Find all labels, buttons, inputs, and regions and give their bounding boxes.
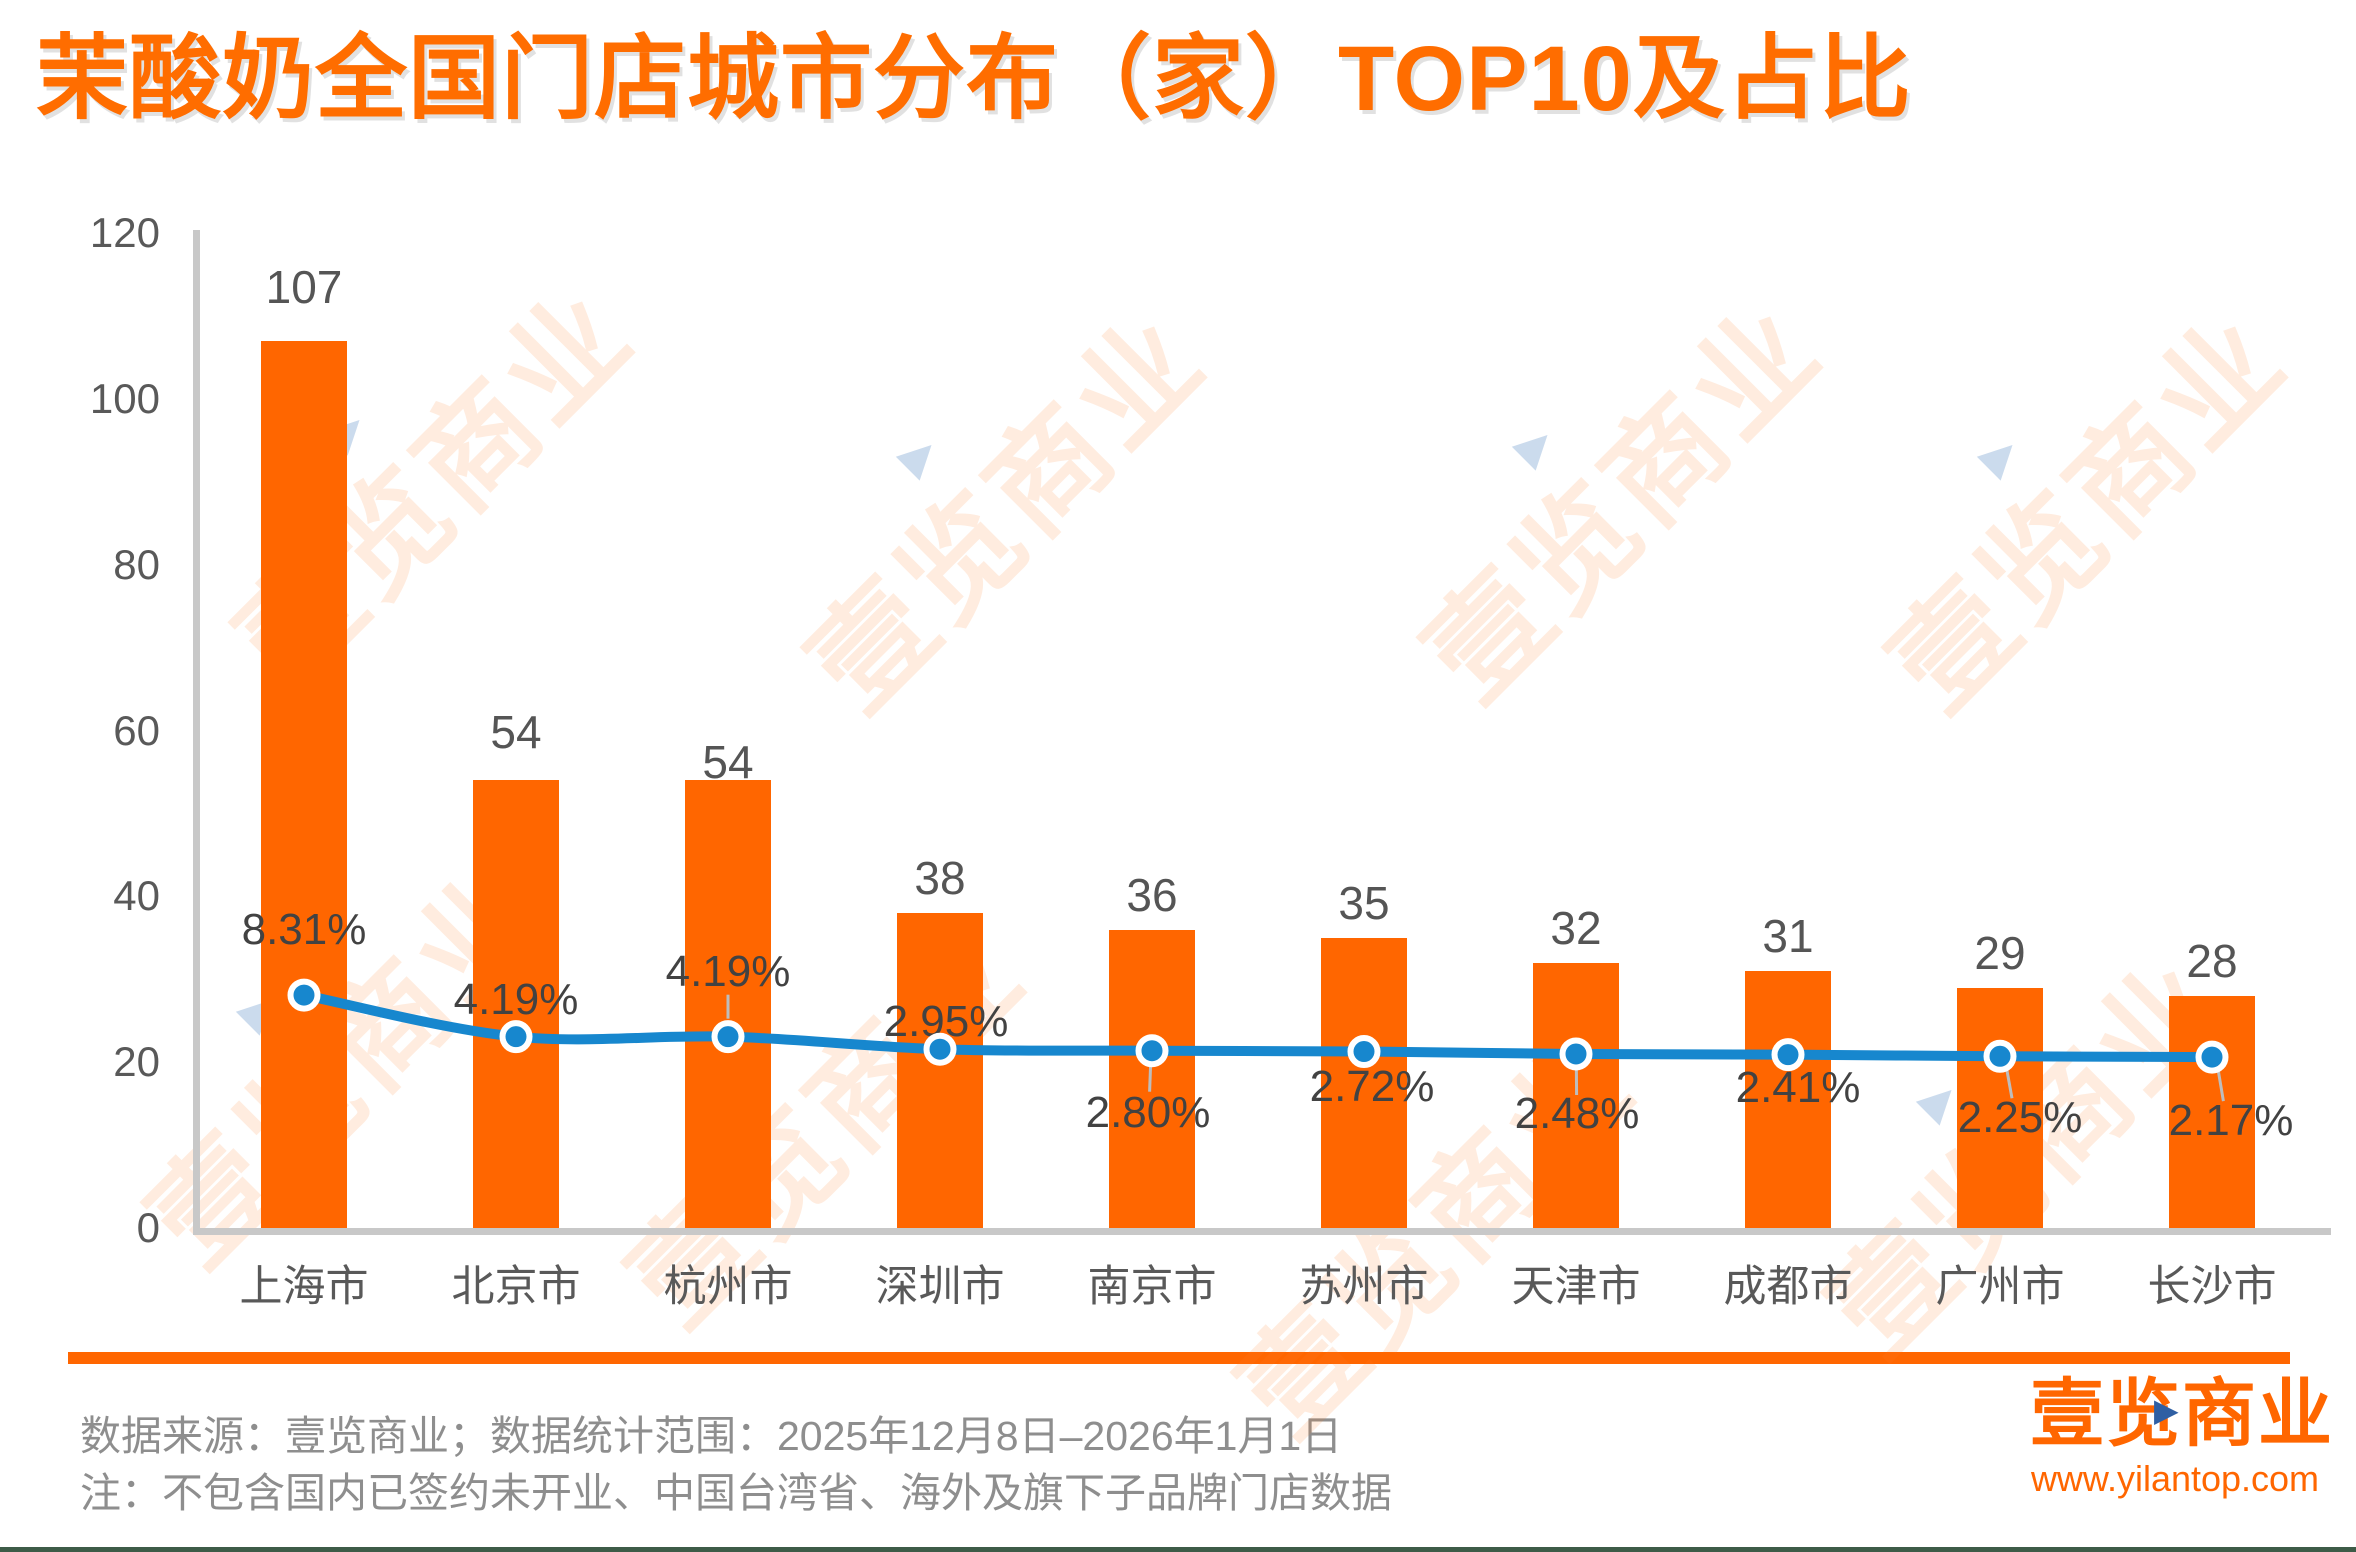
- x-axis-label: 广州市: [1935, 1263, 2065, 1311]
- x-axis-label: 天津市: [1511, 1263, 1641, 1311]
- bar-value-label: 28: [2186, 934, 2238, 987]
- pct-label: 4.19%: [453, 974, 579, 1024]
- x-axis-label: 长沙市: [2147, 1263, 2277, 1311]
- bar-value-label: 32: [1550, 901, 1602, 954]
- pct-label: 4.19%: [665, 946, 791, 996]
- x-axis-line: [193, 1228, 2331, 1235]
- bar-value-label: 31: [1762, 909, 1814, 962]
- y-axis-tick-label: 60: [113, 706, 160, 754]
- y-axis-tick-label: 80: [113, 540, 160, 588]
- pct-label: 2.48%: [1514, 1088, 1640, 1138]
- logo-url: www.yilantop.com: [2030, 1458, 2320, 1499]
- bar-value-label: 54: [702, 736, 754, 789]
- pct-label: 8.31%: [241, 905, 367, 955]
- bar: [261, 340, 347, 1228]
- bar-value-label: 35: [1338, 876, 1390, 929]
- y-axis-line: [193, 230, 200, 1233]
- pct-label: 2.72%: [1309, 1061, 1435, 1111]
- pct-label: 2.25%: [1957, 1093, 2083, 1143]
- chart-title: 茉酸奶全国门店城市分布（家）TOP10及占比: [36, 28, 1912, 130]
- y-axis-tick-label: 20: [113, 1038, 160, 1086]
- bar-value-label: 29: [1974, 926, 2026, 979]
- x-axis-label: 南京市: [1087, 1263, 1217, 1311]
- bar-value-label: 36: [1126, 868, 1178, 921]
- bar-value-label: 54: [490, 706, 542, 759]
- brand-logo: 壹览商业 ▶ www.yilantop.com: [2030, 1372, 2332, 1500]
- pct-label: 2.95%: [883, 997, 1009, 1047]
- bar: [897, 912, 983, 1228]
- footer-source-text: 数据来源：壹览商业；数据统计范围：2025年12月8日–2026年1月1日: [80, 1413, 1343, 1459]
- logo-play-icon: ▶: [2154, 1392, 2181, 1428]
- bar-value-label: 38: [914, 851, 966, 904]
- y-axis-tick-label: 0: [136, 1204, 160, 1251]
- y-axis-tick-label: 100: [89, 374, 160, 422]
- x-axis-label: 北京市: [451, 1263, 581, 1311]
- brand-logo-text: 壹览商业 ▶: [2030, 1372, 2332, 1456]
- bottom-border: [0, 1547, 2356, 1552]
- logo-wordmark: 壹览商业: [2030, 1372, 2334, 1455]
- x-axis-label: 成都市: [1723, 1263, 1853, 1311]
- x-axis-label: 杭州市: [663, 1263, 793, 1311]
- pct-label: 2.80%: [1085, 1087, 1211, 1137]
- y-axis-tick-label: 120: [89, 209, 160, 256]
- bar: [1321, 937, 1407, 1228]
- x-axis-label: 苏州市: [1299, 1263, 1429, 1311]
- footer-divider: [68, 1352, 2290, 1364]
- x-axis-label: 上海市: [239, 1263, 369, 1311]
- bar-value-label: 107: [265, 260, 343, 313]
- pct-label: 2.41%: [1735, 1062, 1861, 1112]
- x-axis-label: 深圳市: [875, 1263, 1005, 1311]
- footer-note-text: 注：不包含国内已签约未开业、中国台湾省、海外及旗下子品牌门店数据: [80, 1470, 1392, 1516]
- pct-label: 2.17%: [2168, 1096, 2294, 1146]
- y-axis-tick-label: 40: [113, 872, 160, 920]
